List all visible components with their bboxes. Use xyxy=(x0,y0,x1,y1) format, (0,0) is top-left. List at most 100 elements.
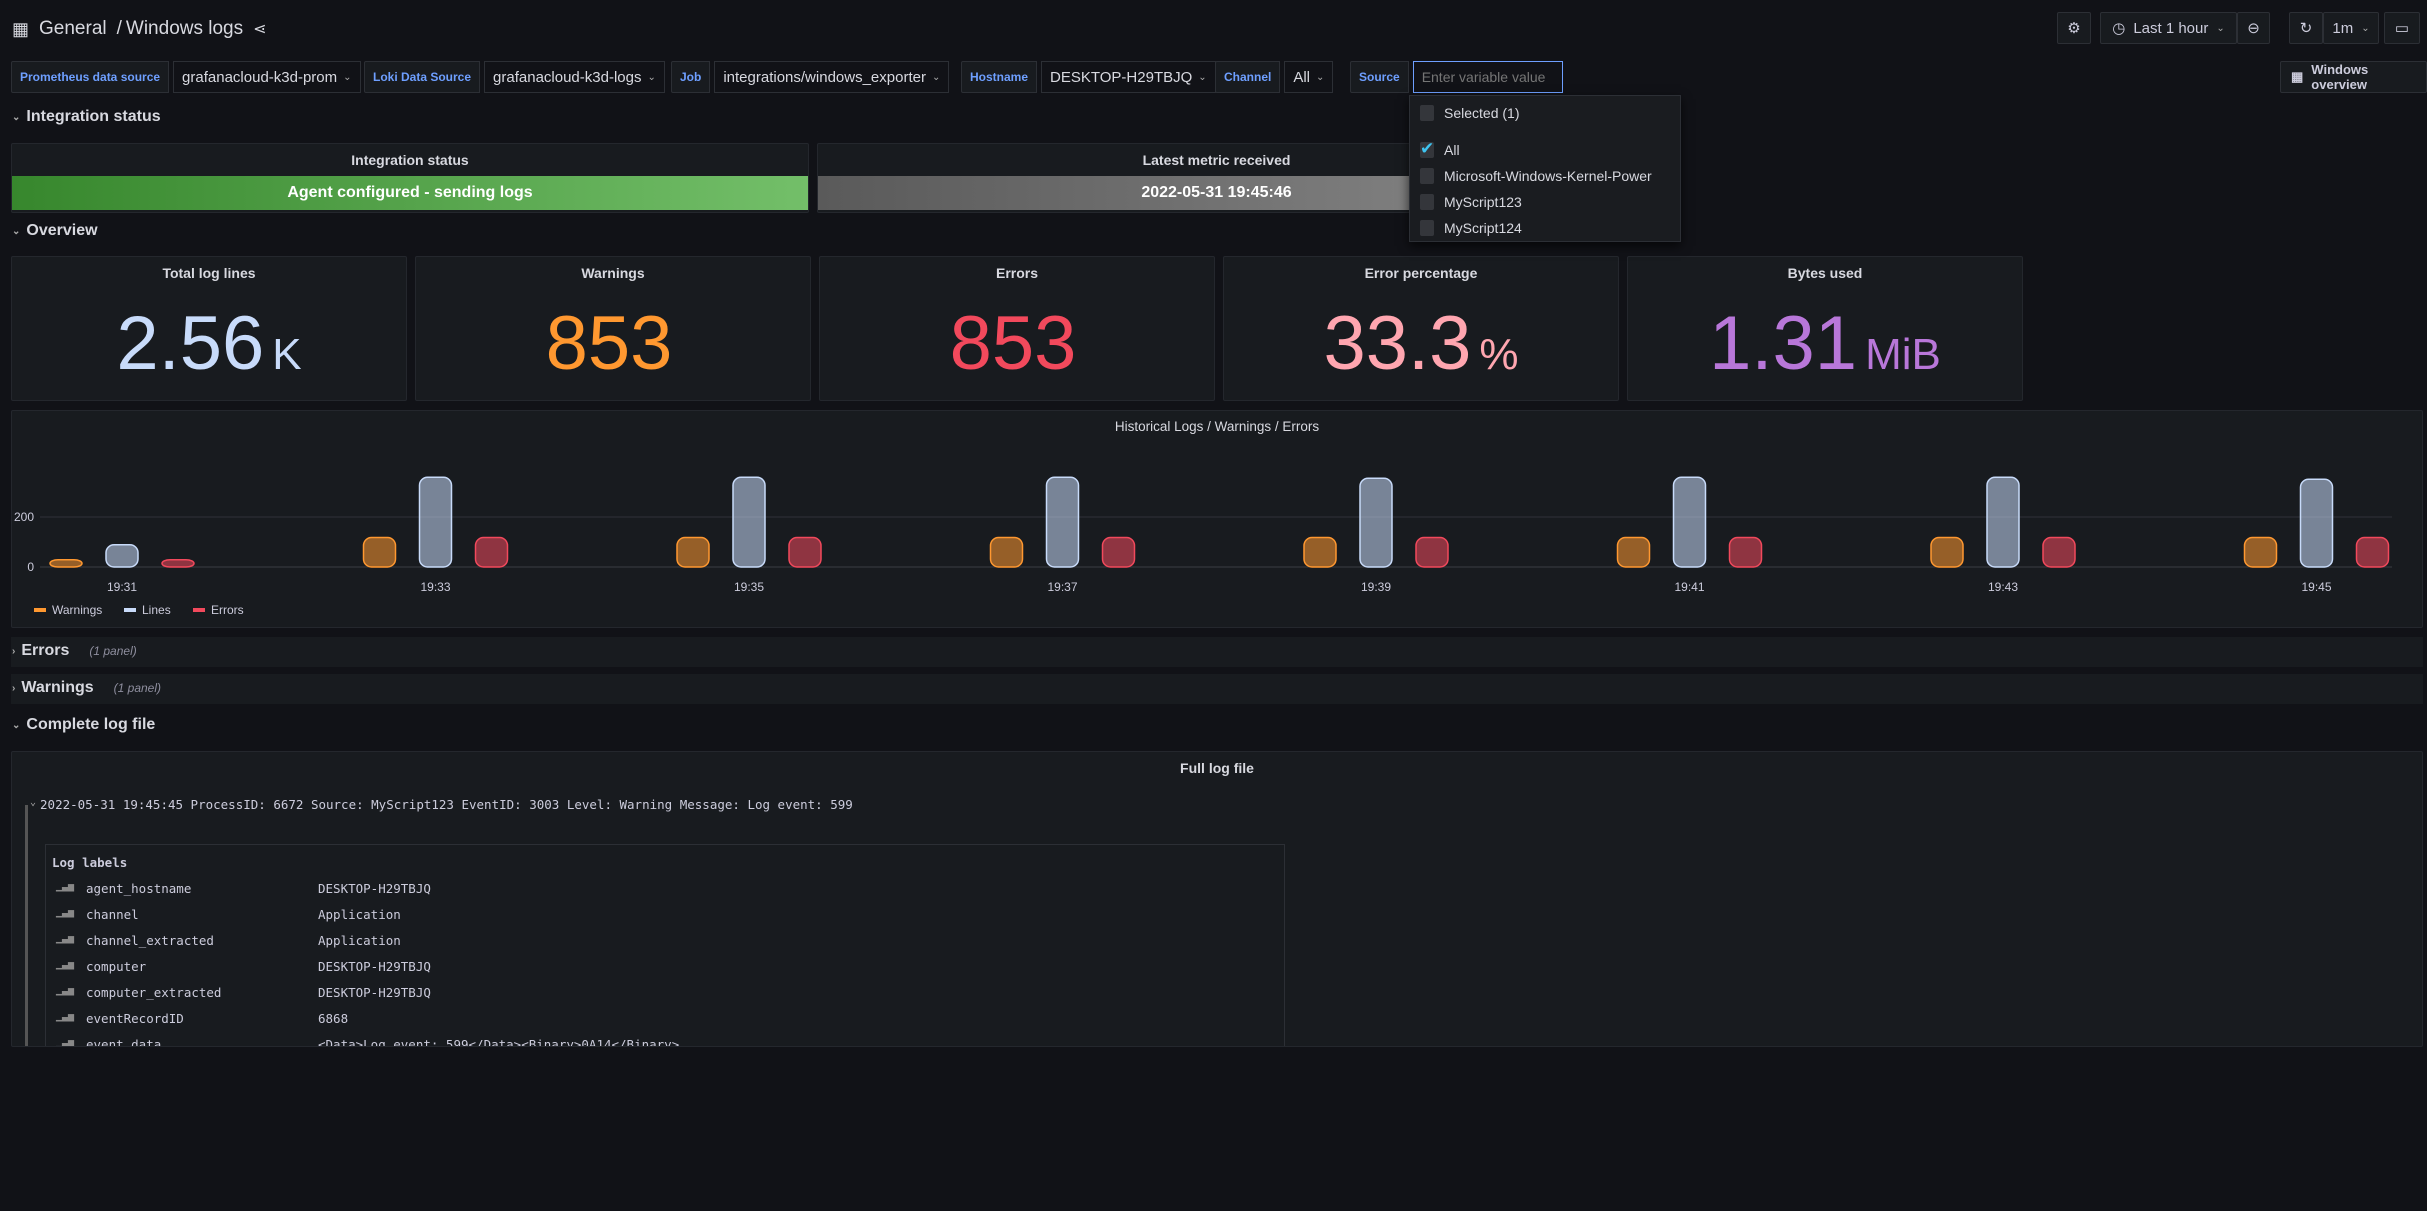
stats-icon[interactable]: ▁▃▅ xyxy=(55,985,74,996)
row-title: Complete log file xyxy=(26,716,156,733)
bar-warnings xyxy=(362,536,397,568)
monitor-icon: ▭ xyxy=(2394,20,2410,37)
dropdown-option[interactable]: MyScript123 xyxy=(1420,194,1522,210)
bar-warnings xyxy=(1616,536,1651,568)
variable-value: grafanacloud-k3d-logs xyxy=(493,68,642,86)
checkbox[interactable] xyxy=(1420,105,1434,121)
chevron-down-icon: ⌄ xyxy=(30,797,37,808)
log-label-row: ▁▃▅ channel_extracted Application xyxy=(46,933,401,948)
dashboards-grid-icon[interactable]: ▦ xyxy=(12,18,30,39)
checkbox[interactable]: ✔ xyxy=(1420,139,1435,158)
stat-unit: % xyxy=(1479,330,1519,379)
share-icon[interactable]: ⋖ xyxy=(253,21,267,38)
variable-label: Channel xyxy=(1215,61,1281,93)
row-panel-count: (1 panel) xyxy=(89,644,137,658)
breadcrumb-folder[interactable]: General xyxy=(39,18,107,39)
integration-status-panel: Integration status Agent configured - se… xyxy=(11,143,809,213)
option-label: All xyxy=(1444,142,1460,158)
zoom-out-button[interactable]: ⊖ xyxy=(2237,12,2270,44)
panel-title: Integration status xyxy=(351,152,469,168)
variable-select[interactable]: grafanacloud-k3d-prom ⌄ xyxy=(173,61,361,93)
row-errors[interactable]: › Errors (1 panel) xyxy=(12,642,137,660)
windows-overview-link[interactable]: ▦ Windows overview xyxy=(2280,61,2427,93)
panel-title: Bytes used xyxy=(1787,265,1863,281)
variable-select[interactable]: grafanacloud-k3d-logs ⌄ xyxy=(484,61,665,93)
panel-title: Error percentage xyxy=(1364,265,1478,281)
variable-select[interactable]: DESKTOP-H29TBJQ ⌄ xyxy=(1041,61,1216,93)
tv-mode-button[interactable]: ▭ xyxy=(2384,12,2420,44)
chevron-right-icon: › xyxy=(12,682,16,694)
log-labels-title: Log labels xyxy=(52,855,128,870)
bar-warnings xyxy=(49,559,83,568)
checkbox[interactable] xyxy=(1420,194,1434,210)
row-title: Errors xyxy=(21,642,70,659)
stat-value: 2.56 K xyxy=(12,299,406,400)
checkbox[interactable] xyxy=(1420,220,1434,236)
log-level-indicator xyxy=(25,805,28,1046)
bar-chart: 0 200 19:31 19:33 19:35 19:37 19:39 19:41 19:43 1… xyxy=(14,476,2392,617)
row-complete-log[interactable]: ⌄ Complete log file xyxy=(12,716,155,734)
option-label: MyScript123 xyxy=(1444,194,1522,210)
stats-icon[interactable]: ▁▃▅ xyxy=(55,1011,74,1022)
option-label: MyScript124 xyxy=(1444,220,1522,236)
label-key: channel_extracted xyxy=(86,933,214,948)
variable-select[interactable]: integrations/windows_exporter ⌄ xyxy=(714,61,950,93)
dropdown-option[interactable]: ✔ All xyxy=(1420,139,1460,158)
stat-value: 853 xyxy=(820,299,1214,400)
settings-button[interactable]: ⚙ xyxy=(2057,12,2091,44)
variable-value: grafanacloud-k3d-prom xyxy=(182,68,338,86)
label-key: computer xyxy=(86,959,147,974)
stats-icon[interactable]: ▁▃▅ xyxy=(55,933,74,944)
stats-icon[interactable]: ▁▃▅ xyxy=(55,1037,74,1047)
time-picker[interactable]: ◷ Last 1 hour ⌄ xyxy=(2100,12,2237,44)
row-integration-status[interactable]: ⌄ Integration status xyxy=(12,108,161,126)
chevron-down-icon: ⌄ xyxy=(647,71,656,83)
chevron-down-icon: ⌄ xyxy=(343,71,352,83)
dropdown-selected-toggle[interactable]: Selected (1) xyxy=(1420,105,1519,121)
stats-icon[interactable]: ▁▃▅ xyxy=(55,959,74,970)
stats-icon[interactable]: ▁▃▅ xyxy=(55,907,74,918)
label-value: DESKTOP-H29TBJQ xyxy=(318,985,431,1000)
panel-title: Warnings xyxy=(581,265,645,281)
label-value: <Data>Log event: 599</Data><Binary>0A14<… xyxy=(318,1037,680,1047)
option-label: Selected (1) xyxy=(1444,105,1520,121)
row-warnings[interactable]: › Warnings (1 panel) xyxy=(12,679,161,697)
row-overview[interactable]: ⌄ Overview xyxy=(12,222,98,240)
chevron-down-icon: ⌄ xyxy=(1316,71,1325,83)
stat-value: 1.31 MiB xyxy=(1628,299,2022,400)
bar-errors xyxy=(1728,536,1763,568)
bar-lines xyxy=(1359,477,1393,568)
stats-icon[interactable]: ▁▃▅ xyxy=(55,881,74,892)
x-tick-label: 19:31 xyxy=(107,580,137,594)
label-value: DESKTOP-H29TBJQ xyxy=(318,959,431,974)
variable-job: Job integrations/windows_exporter ⌄ xyxy=(671,61,950,93)
refresh-interval-picker[interactable]: 1m ⌄ xyxy=(2323,12,2379,44)
variable-select[interactable]: All ⌄ xyxy=(1284,61,1334,93)
label-key: event_data xyxy=(86,1037,162,1047)
dropdown-option[interactable]: Microsoft-Windows-Kernel-Power xyxy=(1420,168,1652,184)
breadcrumb-separator: / xyxy=(116,18,122,39)
label-key: channel xyxy=(86,907,139,922)
log-details: Log labels ▁▃▅ agent_hostname DESKTOP-H29T… xyxy=(45,844,1285,1047)
source-input[interactable] xyxy=(1412,61,1563,93)
chevron-down-icon: ⌄ xyxy=(12,719,21,731)
refresh-button[interactable]: ↻ xyxy=(2289,12,2323,44)
label-key: agent_hostname xyxy=(86,881,192,896)
dashboard-title: ▦ General / Windows logs ⋖ xyxy=(12,16,267,42)
bar-lines xyxy=(105,544,139,568)
row-title: Overview xyxy=(26,222,98,239)
log-line[interactable]: ⌄ 2022-05-31 19:45:45 ProcessID: 6672 Sou… xyxy=(30,797,853,812)
status-value: Agent configured - sending logs xyxy=(12,176,808,210)
breadcrumb-dashboard[interactable]: Windows logs xyxy=(125,18,244,39)
checkbox[interactable] xyxy=(1420,168,1434,184)
label-key: computer_extracted xyxy=(86,985,222,1000)
dropdown-option[interactable]: MyScript124 xyxy=(1420,220,1522,236)
variable-value: DESKTOP-H29TBJQ xyxy=(1050,68,1193,86)
bar-errors xyxy=(2355,536,2390,568)
x-tick-label: 19:41 xyxy=(1674,580,1704,594)
bar-errors xyxy=(161,559,195,568)
bar-lines xyxy=(1672,476,1707,568)
y-tick-label: 0 xyxy=(27,560,34,574)
bar-errors xyxy=(2042,536,2076,568)
x-tick-label: 19:43 xyxy=(1988,580,2018,594)
